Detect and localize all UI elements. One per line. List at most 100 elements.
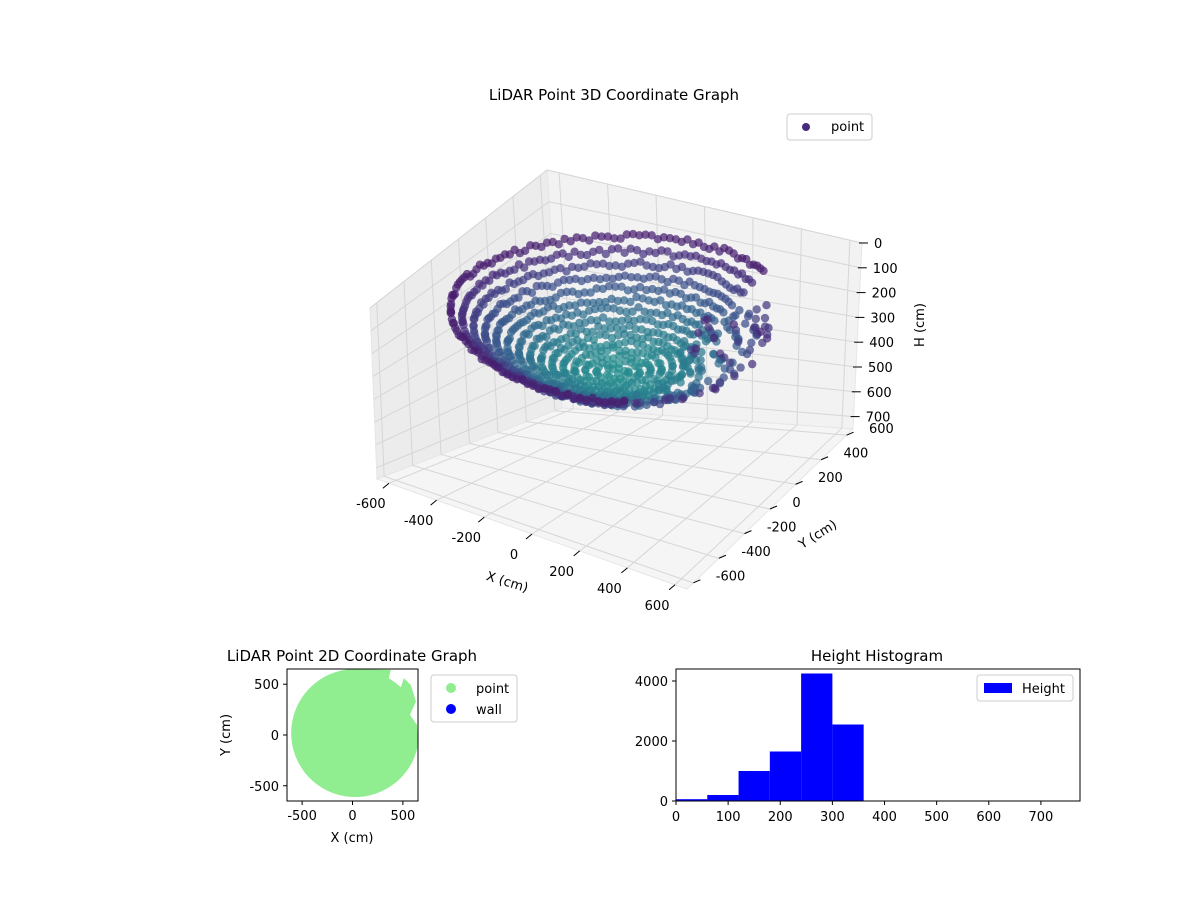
chart-3d-point	[594, 322, 603, 331]
chart-3d-point	[631, 324, 640, 334]
chart-3d-point	[764, 323, 773, 332]
chart-3d-point	[695, 389, 704, 398]
grid-side-z	[374, 328, 558, 423]
chart-3d-xtick-label: 0	[510, 548, 518, 563]
chart-3d-point	[605, 261, 614, 271]
chart-3d-ytick-label: 600	[869, 422, 894, 437]
chart-3d-xtick-mark	[430, 499, 437, 506]
chart-2d-legend-marker-point	[446, 683, 456, 693]
chart-3d-point	[606, 324, 615, 333]
chart-2d-xlabel: X (cm)	[331, 831, 374, 846]
chart-3d-point	[532, 334, 542, 344]
chart-3d-point	[591, 231, 600, 240]
chart-3d-point	[607, 333, 617, 343]
chart-3d-point	[473, 348, 483, 357]
histogram-title: Height Histogram	[811, 647, 943, 665]
chart-3d-point	[759, 266, 768, 275]
histogram-xtick-label: 200	[768, 810, 793, 825]
histogram-ticks: 0 100 200 300 400 500 600 700 0 2000 4000	[635, 675, 1053, 825]
chart-3d-point	[709, 333, 719, 343]
chart-2d-legend-label-point: point	[476, 682, 509, 697]
chart-3d-point	[742, 349, 752, 359]
chart-3d-ytick-mark	[744, 530, 752, 535]
histogram-bar	[738, 771, 770, 801]
histogram-ytick-label: 4000	[635, 675, 668, 690]
chart-3d: LiDAR Point 3D Coordinate Graph -600 -400…	[356, 86, 928, 614]
histogram-legend-swatch	[984, 683, 1012, 693]
chart-3d-ztick-label: 100	[873, 262, 898, 277]
chart-3d-point	[582, 250, 592, 260]
grid-floor-y	[383, 475, 694, 584]
grid-floor-y	[554, 410, 847, 436]
chart-3d-point	[488, 270, 497, 279]
chart-3d-ytick-mark	[795, 480, 803, 485]
chart-3d-point	[505, 278, 514, 287]
chart-3d-point	[685, 355, 695, 364]
chart-3d-point	[750, 323, 759, 332]
chart-3d-point	[654, 386, 663, 395]
chart-3d-point	[716, 349, 725, 358]
chart-3d-point	[617, 282, 626, 291]
grid-side-z	[370, 201, 550, 332]
chart-3d-point	[588, 393, 597, 402]
chart-3d-point	[725, 358, 735, 367]
chart-3d-point	[627, 336, 636, 346]
histogram-legend-box	[976, 674, 1074, 702]
chart-3d-point	[595, 275, 605, 284]
chart-3d-point	[632, 246, 642, 255]
chart-3d-point	[685, 367, 695, 377]
chart-3d-point	[628, 307, 637, 316]
chart-3d-point	[631, 398, 640, 408]
chart-3d-point	[711, 385, 720, 394]
chart-3d-title: LiDAR Point 3D Coordinate Graph	[489, 86, 739, 104]
chart-3d-point	[563, 389, 572, 399]
chart-3d-point	[626, 244, 635, 253]
chart-3d-point	[601, 398, 610, 407]
chart-3d-ytick-label: 400	[843, 447, 868, 462]
histogram-xtick-label: 100	[716, 810, 741, 825]
chart-3d-ytick-mark	[718, 554, 727, 559]
histogram-ytick-label: 2000	[635, 735, 668, 750]
chart-3d-xtick-mark	[668, 584, 676, 591]
chart-3d-point	[603, 232, 613, 241]
chart-3d-point	[696, 355, 705, 365]
chart-3d-ytick-mark	[693, 579, 701, 584]
chart-3d-point	[605, 317, 614, 326]
chart-3d-point	[731, 311, 740, 320]
chart-3d-point	[623, 286, 633, 295]
chart-3d-point	[628, 229, 638, 239]
chart-3d-point	[578, 234, 588, 243]
histogram-bars	[676, 673, 864, 801]
chart-3d-xtick-label: 200	[549, 565, 574, 580]
chart-3d-point	[694, 328, 703, 338]
chart-3d-xtick-mark	[477, 516, 485, 523]
chart-3d-point	[666, 260, 675, 269]
chart-3d-ytick-label: 0	[792, 496, 800, 511]
chart-3d-point	[727, 301, 737, 310]
chart-3d-point	[622, 230, 631, 239]
chart-3d-point	[611, 282, 620, 291]
chart-2d-title: LiDAR Point 2D Coordinate Graph	[227, 647, 477, 665]
histogram-legend-label: Height	[1022, 682, 1065, 697]
chart-3d-point	[452, 283, 461, 293]
grid-side-z	[369, 169, 548, 309]
chart-3d-xtick-label: 600	[645, 599, 670, 614]
chart-3d-point	[613, 399, 623, 409]
chart-3d-point	[710, 316, 719, 325]
chart-2d-xtick-label: -500	[287, 809, 317, 824]
chart-3d-ztick-label: 0	[874, 237, 882, 252]
chart-3d-point	[620, 248, 629, 257]
histogram-bar	[676, 799, 708, 801]
grid-back-z	[546, 169, 863, 244]
chart-3d-point	[622, 307, 631, 317]
histogram-bar	[832, 724, 864, 801]
chart-3d-point	[603, 303, 612, 313]
chart-3d-point	[647, 231, 656, 240]
grid-floor-y	[412, 464, 720, 559]
chart-3d-point	[597, 304, 606, 313]
chart-3d-point	[677, 262, 687, 272]
chart-3d-point	[663, 247, 672, 256]
chart-3d-xtick-label: -200	[452, 531, 482, 546]
chart-3d-point	[595, 330, 604, 339]
chart-3d-point	[689, 388, 698, 397]
